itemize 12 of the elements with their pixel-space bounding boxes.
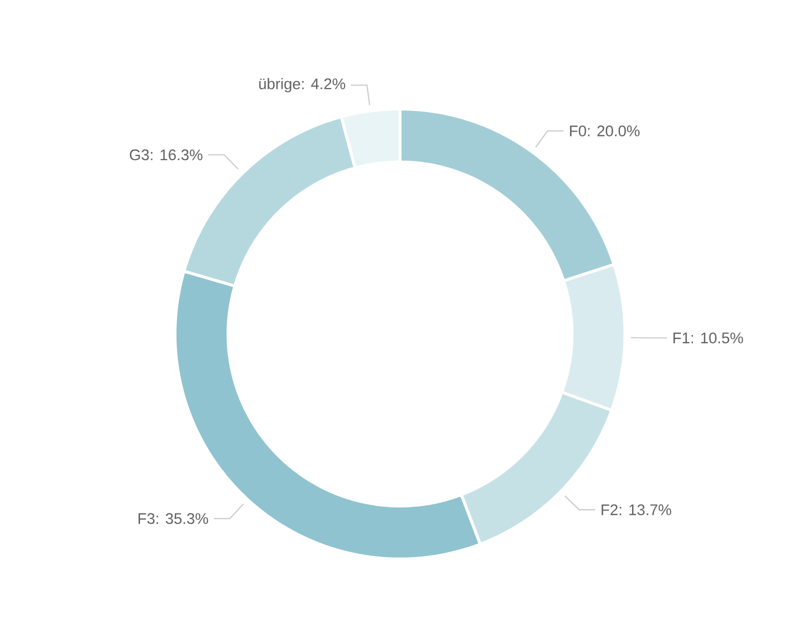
slice-label: übrige <box>259 78 300 92</box>
data-label: : 16.3% <box>150 149 202 160</box>
data-label: : 13.7% <box>620 504 672 516</box>
data-label: : 4.2% <box>302 78 346 90</box>
slice-label: F1 <box>673 332 690 344</box>
data-label: : 10.5% <box>692 332 743 344</box>
slice-label: G3 <box>130 149 149 160</box>
slice-label: F3 <box>138 513 155 524</box>
slice-label: F2 <box>602 504 618 516</box>
slice-label: F0 <box>570 125 586 136</box>
data-label: : 35.3% <box>156 513 208 524</box>
data-label: : 20.0% <box>588 125 640 136</box>
